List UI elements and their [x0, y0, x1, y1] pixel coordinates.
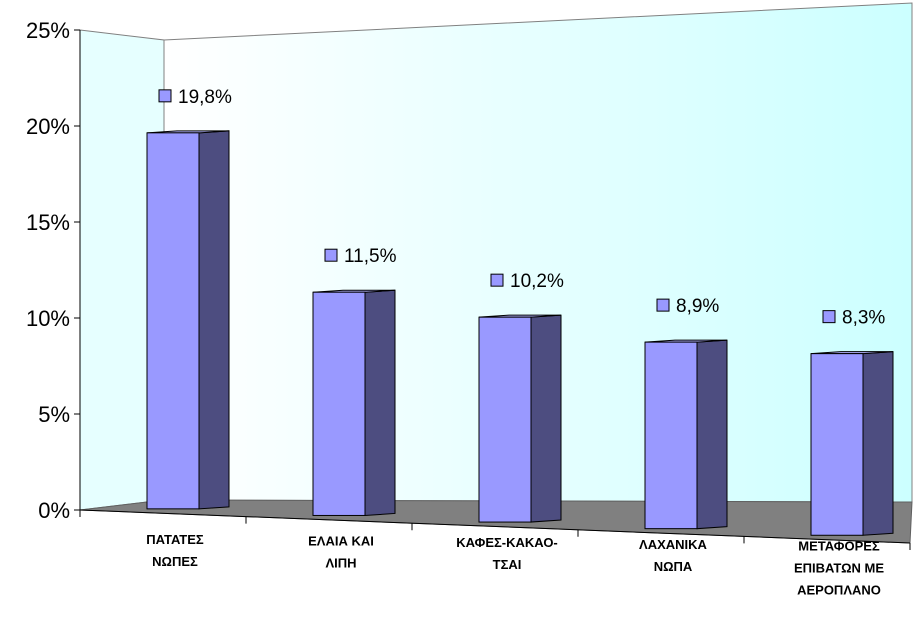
y-tick-label: 0%	[38, 498, 70, 523]
data-label: 11,5%	[344, 246, 397, 267]
data-label: 8,9%	[676, 296, 719, 317]
data-label: 19,8%	[178, 87, 232, 108]
bar-side	[364, 289, 396, 516]
bar	[810, 353, 864, 536]
category-label-line: ΤΣΑΙ	[493, 557, 522, 572]
bar	[644, 341, 698, 530]
bar-side	[530, 314, 562, 523]
category-label-line: ΚΑΦΕΣ-ΚΑΚΑΟ-	[456, 535, 558, 550]
category-label-line: ΑΕΡΟΠΛΑΝΟ	[797, 582, 881, 597]
y-tick-label: 15%	[26, 210, 70, 235]
category-label-line: ΛΙΠΗ	[325, 555, 356, 570]
bar	[312, 291, 366, 516]
data-label-key	[324, 248, 338, 262]
category-label-line: ΠΑΤΑΤΕΣ	[146, 532, 204, 547]
category-label-line: ΝΩΠΕΣ	[152, 554, 198, 569]
category-label-line: ΕΠΙΒΑΤΩΝ ΜΕ	[794, 560, 884, 575]
data-label-key	[656, 298, 670, 312]
data-label: 10,2%	[510, 271, 564, 292]
data-label-key	[158, 89, 172, 103]
data-label-key	[822, 310, 836, 324]
labels-group: 19,8% 11,5% 10,2% 8,9% 8,3% ΠΑΤΑΤΕΣ ΝΩΠΕΣ ΕΛΑΙΑ…	[146, 87, 885, 598]
category-label: ΚΑΦΕΣ-ΚΑΚΑΟ- ΤΣΑΙ	[456, 535, 558, 572]
category-label-line: ΝΩΠΑ	[654, 559, 693, 574]
category-label: ΜΕΤΑΦΟΡΕΣ ΕΠΙΒΑΤΩΝ ΜΕ ΑΕΡΟΠΛΑΝΟ	[794, 538, 884, 597]
data-label-key	[490, 273, 504, 287]
y-axis: 0% 5% 10% 15% 20% 25%	[26, 18, 911, 550]
y-tick-label: 20%	[26, 114, 70, 139]
y-tick-label: 25%	[26, 18, 70, 43]
category-label: ΛΑΧΑΝΙΚΑ ΝΩΠΑ	[639, 537, 708, 574]
bar	[478, 316, 532, 523]
bar	[146, 132, 200, 510]
bar-side	[862, 351, 894, 536]
y-tick-label: 5%	[38, 402, 70, 427]
category-label-line: ΛΑΧΑΝΙΚΑ	[639, 537, 708, 552]
category-label-line: ΜΕΤΑΦΟΡΕΣ	[798, 538, 880, 553]
bars-group	[146, 130, 894, 536]
bar-side	[198, 130, 230, 510]
data-label: 8,3%	[842, 308, 885, 329]
x-axis-line	[79, 509, 911, 544]
category-label: ΠΑΤΑΤΕΣ ΝΩΠΕΣ	[146, 532, 204, 569]
category-label-line: ΕΛΑΙΑ ΚΑΙ	[308, 533, 374, 548]
y-tick-label: 10%	[26, 306, 70, 331]
category-label: ΕΛΑΙΑ ΚΑΙ ΛΙΠΗ	[308, 533, 374, 570]
bar-side	[696, 339, 728, 530]
